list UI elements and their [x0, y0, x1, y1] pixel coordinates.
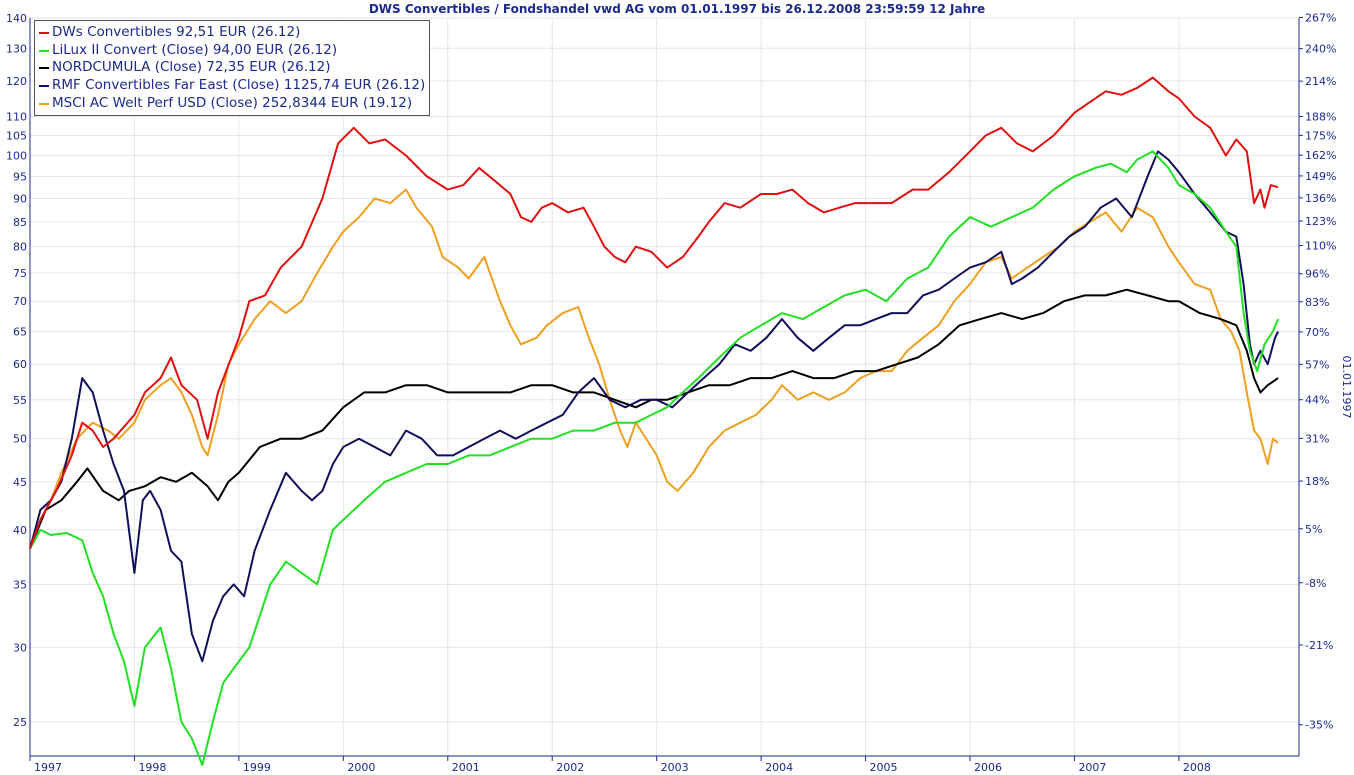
- legend-item: NORDCUMULA (Close) 72,35 EUR (26.12): [39, 59, 425, 77]
- legend-item: MSCI AC Welt Perf USD (Close) 252,8344 E…: [39, 95, 425, 113]
- x-tick-label: 2008: [1183, 761, 1211, 774]
- right-tick-label: 240%: [1305, 43, 1336, 56]
- legend-swatch: [39, 67, 49, 70]
- left-tick-label: 40: [13, 524, 27, 537]
- left-tick-label: 60: [13, 358, 27, 371]
- left-tick-label: 110: [6, 111, 27, 124]
- left-tick-label: 75: [13, 267, 27, 280]
- right-tick-label: 136%: [1305, 192, 1336, 205]
- right-tick-label: 83%: [1305, 296, 1329, 309]
- x-tick-label: 1998: [138, 761, 166, 774]
- legend-swatch: [39, 49, 49, 52]
- legend-item: LiLux II Convert (Close) 94,00 EUR (26.1…: [39, 42, 425, 60]
- right-tick-label: 57%: [1305, 358, 1329, 371]
- chart-legend: DWs Convertibles 92,51 EUR (26.12) LiLux …: [34, 20, 431, 116]
- x-tick-label: 1999: [243, 761, 271, 774]
- left-tick-label: 80: [13, 241, 27, 254]
- right-tick-label: 188%: [1305, 110, 1336, 123]
- right-tick-label: 214%: [1305, 75, 1336, 88]
- x-tick-label: 2004: [765, 761, 793, 774]
- left-tick-label: 140: [6, 12, 27, 25]
- left-tick-label: 130: [6, 42, 27, 55]
- right-tick-label: 175%: [1305, 129, 1336, 142]
- series-line: [29, 76, 1279, 550]
- right-tick-label: 18%: [1305, 475, 1329, 488]
- right-tick-label: 162%: [1305, 149, 1336, 162]
- x-tick-label: 2000: [347, 761, 375, 774]
- x-tick-label: 2001: [452, 761, 480, 774]
- right-tick-label: 267%: [1305, 11, 1336, 24]
- left-tick-label: 95: [13, 170, 27, 183]
- x-tick-label: 1997: [34, 761, 62, 774]
- left-tick-label: 105: [6, 130, 27, 143]
- left-tick-label: 25: [13, 716, 27, 729]
- x-tick-label: 2007: [1078, 761, 1106, 774]
- right-tick-label: 149%: [1305, 170, 1336, 183]
- right-tick-label: 96%: [1305, 268, 1329, 281]
- left-tick-label: 90: [13, 193, 27, 206]
- left-tick-label: 30: [13, 641, 27, 654]
- left-tick-label: 120: [6, 75, 27, 88]
- right-tick-label: 5%: [1305, 523, 1322, 536]
- left-tick-label: 85: [13, 216, 27, 229]
- right-tick-label: 123%: [1305, 215, 1336, 228]
- legend-label: NORDCUMULA (Close) 72,35 EUR (26.12): [52, 59, 331, 76]
- left-tick-label: 50: [13, 433, 27, 446]
- legend-label: LiLux II Convert (Close) 94,00 EUR (26.1…: [52, 41, 338, 58]
- right-tick-label: 31%: [1305, 432, 1329, 445]
- legend-swatch: [39, 102, 49, 105]
- chart-title: DWS Convertibles / Fondshandel vwd AG vo…: [368, 2, 986, 16]
- legend-item: RMF Convertibles Far East (Close) 1125,7…: [39, 77, 425, 95]
- x-tick-label: 2006: [974, 761, 1002, 774]
- legend-label: RMF Convertibles Far East (Close) 1125,7…: [52, 77, 426, 94]
- series-line: [29, 288, 1279, 550]
- legend-swatch: [39, 31, 49, 34]
- legend-swatch: [39, 84, 49, 87]
- right-axis-label: 01.01.1997: [1340, 356, 1353, 419]
- left-tick-label: 65: [13, 326, 27, 339]
- x-tick-label: 2005: [870, 761, 898, 774]
- series-line: [29, 150, 1279, 663]
- legend-label: DWs Convertibles 92,51 EUR (26.12): [52, 24, 301, 40]
- left-tick-label: 70: [13, 295, 27, 308]
- right-tick-label: 70%: [1305, 326, 1329, 339]
- left-tick-label: 35: [13, 578, 27, 591]
- left-tick-label: 45: [13, 476, 27, 489]
- series-line: [29, 150, 1280, 766]
- legend-item: DWs Convertibles 92,51 EUR (26.12): [39, 24, 425, 42]
- right-tick-label: -35%: [1305, 719, 1333, 732]
- right-tick-label: 44%: [1305, 394, 1329, 407]
- x-tick-label: 2003: [661, 761, 689, 774]
- x-tick-label: 2002: [556, 761, 584, 774]
- left-tick-label: 55: [13, 394, 27, 407]
- right-tick-label: 110%: [1305, 240, 1336, 253]
- right-tick-label: -21%: [1305, 639, 1333, 652]
- left-tick-label: 100: [6, 149, 27, 162]
- right-tick-label: -8%: [1305, 577, 1326, 590]
- legend-label: MSCI AC Welt Perf USD (Close) 252,8344 E…: [52, 94, 413, 111]
